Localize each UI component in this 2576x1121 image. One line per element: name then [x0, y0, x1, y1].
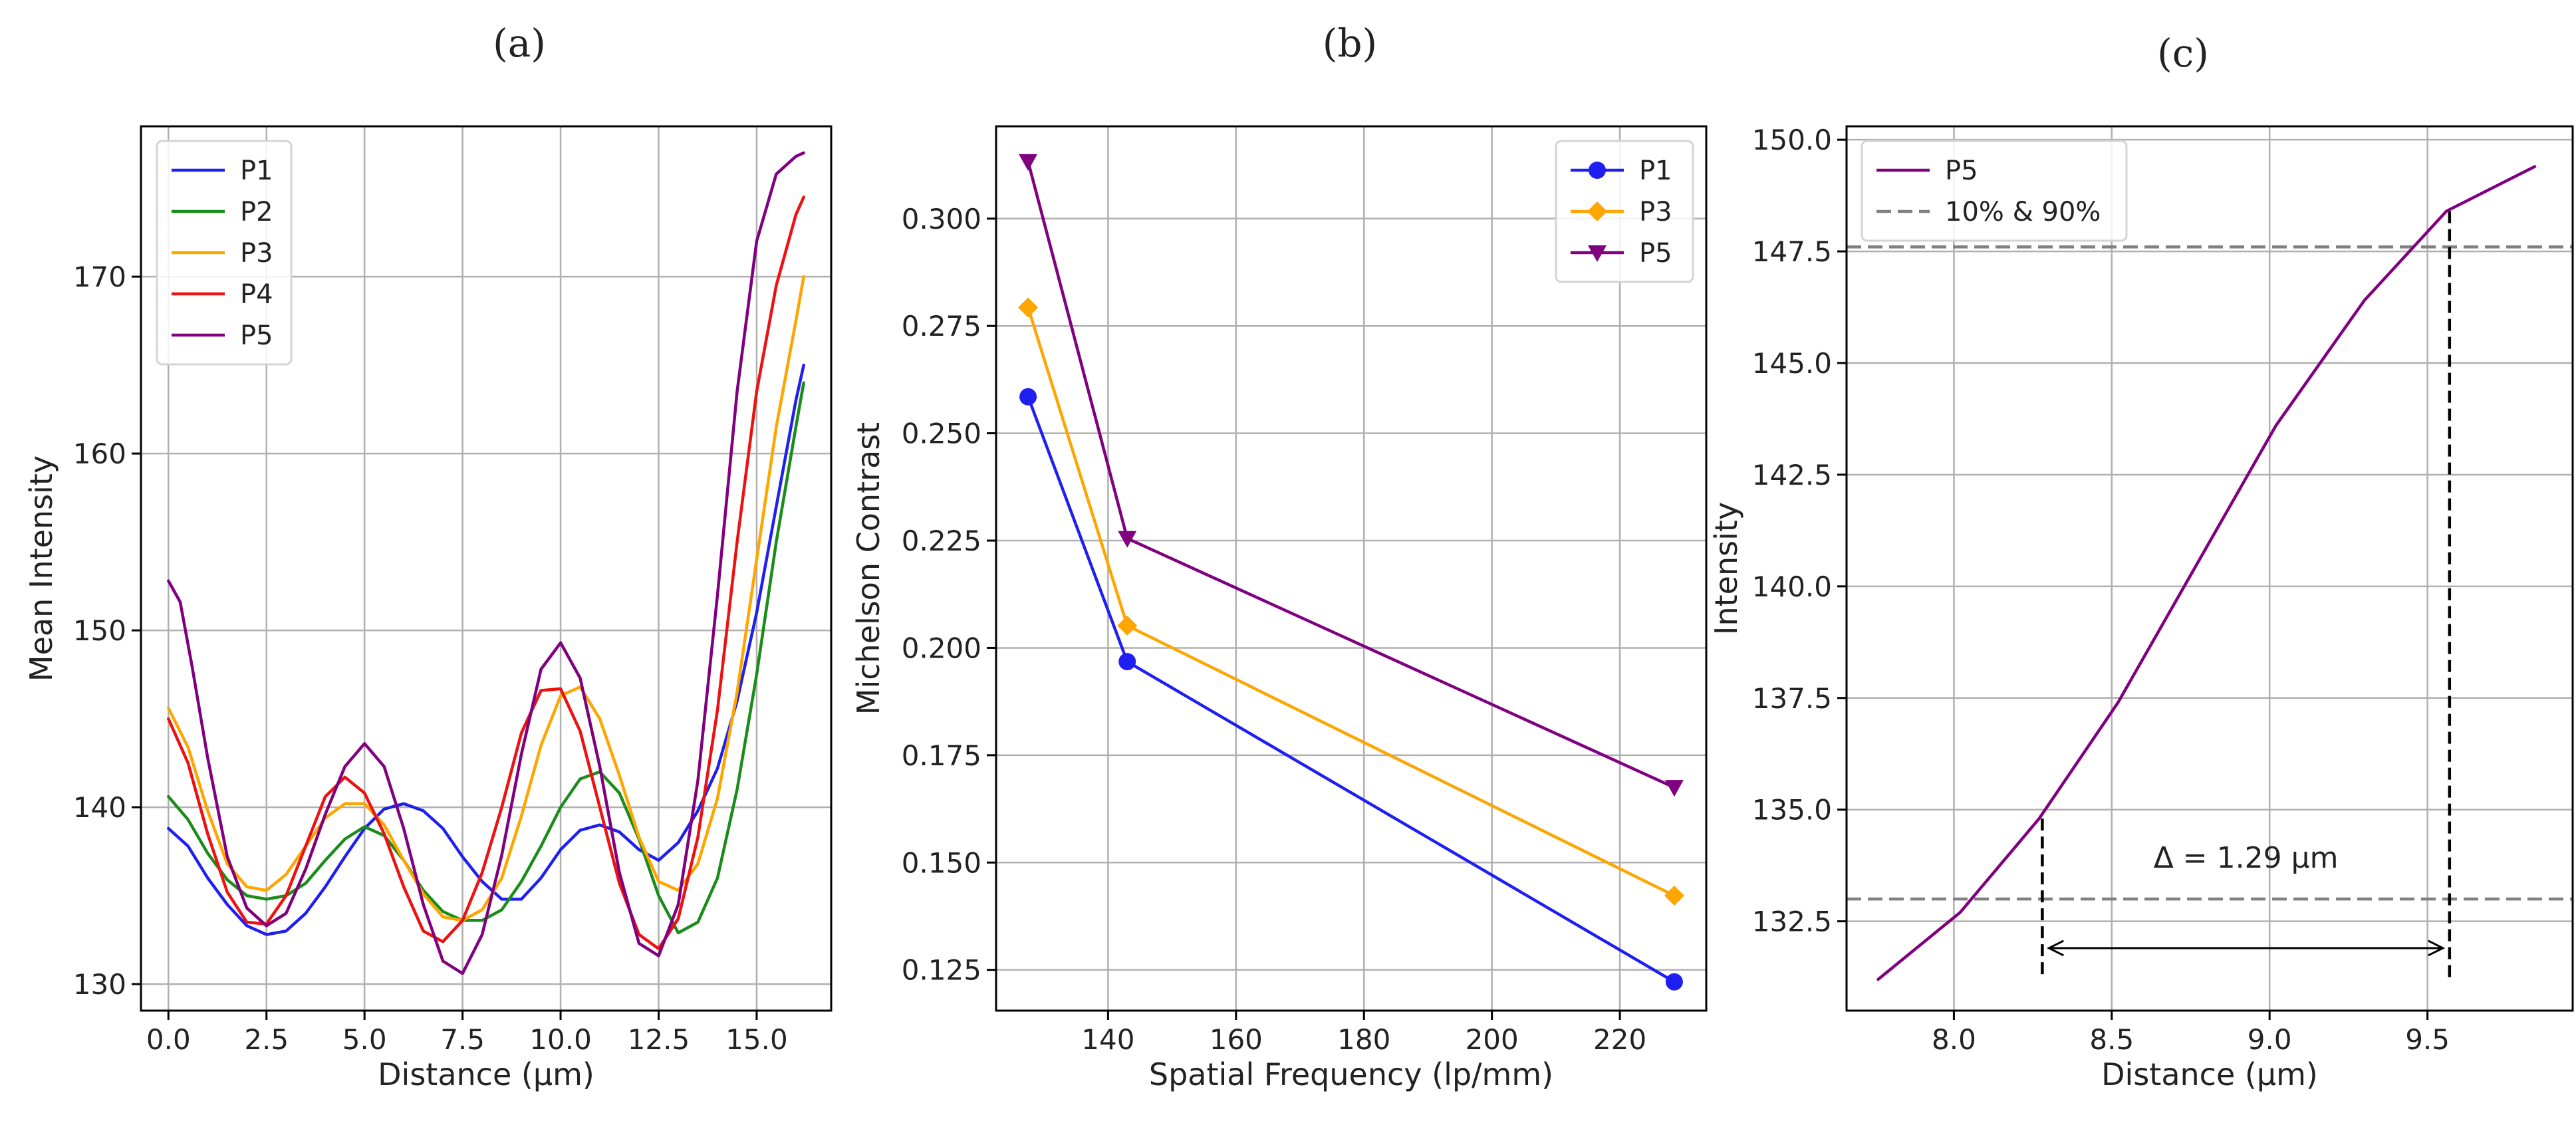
panel-b-label: (b): [1323, 21, 1377, 66]
y-tick-label: 145.0: [1752, 347, 1832, 380]
legend-label: P1: [240, 156, 273, 186]
panel-c-xlabel: Distance (µm): [2101, 1057, 2318, 1092]
x-tick-label: 5.0: [342, 1023, 387, 1056]
data-point-p3: [1117, 615, 1138, 636]
y-tick-label: 150.0: [1752, 124, 1832, 156]
legend-marker: [1589, 162, 1606, 179]
y-tick-label: 0.125: [902, 954, 981, 987]
panel-c-label: (c): [2157, 31, 2209, 76]
panel-b-gridlines: [996, 126, 1706, 1011]
x-tick-label: 9.5: [2405, 1023, 2450, 1056]
panel-a-ticks: 0.0 2.5 5.0 7.5 10.0 12.5 15.0 130 140 150 160 170: [73, 261, 788, 1056]
x-tick-label: 9.0: [2248, 1023, 2292, 1056]
legend-label: P1: [1639, 156, 1672, 186]
panel-b-ticks: 140 160 180 200 220 0.125 0.150 0.175 0.200 0.225…: [902, 203, 1646, 1056]
legend-marker: [1587, 201, 1607, 221]
x-tick-label: 15.0: [725, 1023, 788, 1056]
panel-b: (b) 140 160 180 200 220 0.125 0.150 0.175 0.200 0…: [850, 21, 1708, 1092]
y-tick-label: 137.5: [1752, 682, 1832, 715]
panel-b-xlabel: Spatial Frequency (lp/mm): [1149, 1057, 1553, 1092]
y-tick-label: 147.5: [1752, 235, 1832, 268]
x-tick-label: 8.0: [1932, 1023, 1976, 1056]
panel-a-gridlines: [141, 126, 831, 1011]
x-tick-label: 2.5: [244, 1023, 289, 1056]
y-tick-label: 160: [73, 437, 126, 470]
legend-marker: [1588, 245, 1607, 262]
panel-c: (c) 8.0 8.5 9.0 9.5 132.5 135.0 137.5 140.0 142.…: [1708, 31, 2574, 1092]
y-tick-label: 140: [73, 791, 126, 824]
delta-arrowhead-right: [2428, 939, 2446, 957]
y-tick-label: 132.5: [1752, 906, 1832, 938]
legend-label: P3: [240, 238, 273, 269]
x-tick-label: 200: [1466, 1023, 1519, 1056]
data-point-p1: [1118, 653, 1136, 671]
legend-label: P5: [1945, 156, 1978, 186]
data-point-p1: [1665, 973, 1683, 991]
panel-a-series: [167, 151, 805, 975]
delta-arrowhead-left: [2047, 939, 2065, 957]
legend-label: P5: [240, 320, 273, 351]
legend-label: P5: [1639, 238, 1672, 269]
x-tick-label: 8.5: [2089, 1023, 2134, 1056]
x-tick-label: 10.0: [529, 1023, 592, 1056]
panel-c-ylabel: Intensity: [1708, 502, 1744, 635]
panel-b-legend: P1 P3 P5: [1555, 140, 1694, 283]
panel-c-gridlines: [1847, 126, 2573, 1011]
panel-a-label: (a): [493, 21, 546, 66]
series-line-p2: [167, 381, 805, 935]
data-point-p5: [1019, 154, 1038, 171]
y-tick-label: 0.175: [902, 739, 981, 772]
x-tick-label: 12.5: [628, 1023, 690, 1056]
panel-c-axes-frame: [1845, 125, 2574, 1012]
x-tick-label: 7.5: [440, 1023, 485, 1056]
panel-b-ylabel: Michelson Contrast: [850, 422, 886, 715]
y-tick-label: 142.5: [1752, 459, 1832, 491]
panel-b-axes-frame: [995, 125, 1708, 1012]
data-point-p1: [1019, 388, 1037, 406]
y-tick-label: 130: [73, 968, 126, 1001]
legend-label: 10% & 90%: [1945, 197, 2101, 227]
series-line-p5: [1876, 165, 2537, 981]
y-tick-label: 140.0: [1752, 570, 1832, 603]
data-point-p3: [1018, 297, 1039, 318]
x-tick-label: 0.0: [146, 1023, 191, 1056]
y-tick-label: 135.0: [1752, 794, 1832, 826]
panel-a: (a) 0.0 2.5 5.0 7.5 10.0 12.5 15.0 130 140 150 160…: [23, 21, 833, 1092]
data-point-p3: [1664, 885, 1684, 906]
panel-c-legend: P5 10% & 90%: [1861, 140, 2128, 242]
delta-annotation: Δ = 1.29 µm: [2154, 841, 2339, 875]
x-tick-label: 220: [1593, 1023, 1646, 1056]
x-tick-label: 180: [1337, 1023, 1390, 1056]
panel-c-annotations: Δ = 1.29 µm: [2041, 211, 2452, 979]
panel-a-axes-frame: [140, 125, 833, 1012]
y-tick-label: 170: [73, 261, 126, 293]
legend-label: P2: [240, 197, 273, 227]
panel-a-ylabel: Mean Intensity: [23, 455, 59, 682]
y-tick-label: 0.225: [902, 525, 981, 557]
legend-label: P3: [1639, 197, 1672, 227]
y-tick-label: 0.150: [902, 846, 981, 879]
legend-box: [1861, 140, 2128, 242]
series-line-p4: [167, 195, 805, 951]
data-point-p5: [1118, 531, 1137, 548]
x-tick-label: 160: [1210, 1023, 1263, 1056]
y-tick-label: 0.275: [902, 310, 981, 342]
y-tick-label: 0.200: [902, 632, 981, 664]
y-tick-label: 0.250: [902, 418, 981, 450]
panel-a-xlabel: Distance (µm): [378, 1057, 594, 1092]
y-tick-label: 0.300: [902, 203, 981, 235]
x-tick-label: 140: [1081, 1023, 1134, 1056]
panel-b-series: [1018, 154, 1684, 991]
y-tick-label: 150: [73, 614, 126, 647]
series-line-p5: [167, 151, 805, 975]
panel-c-ticks: 8.0 8.5 9.0 9.5 132.5 135.0 137.5 140.0 142.5 145…: [1752, 124, 2450, 1056]
panel-c-series: [1847, 165, 2573, 981]
data-point-p5: [1664, 780, 1684, 797]
legend-label: P4: [240, 279, 273, 310]
panel-a-legend: P1 P2 P3 P4 P5: [156, 140, 293, 366]
